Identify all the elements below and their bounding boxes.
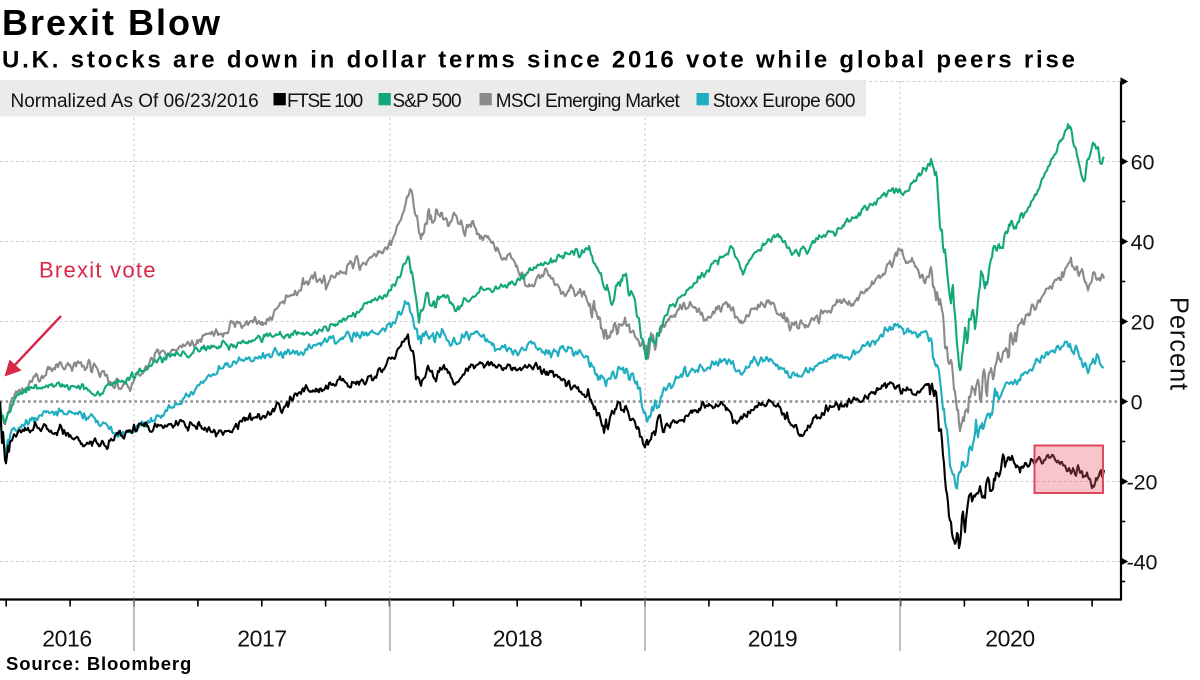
svg-text:U.K. stocks are down in dollar: U.K. stocks are down in dollar terms sin… — [2, 47, 1078, 74]
svg-text:40: 40 — [1131, 231, 1155, 255]
svg-text:0: 0 — [1131, 391, 1143, 415]
svg-text:60: 60 — [1131, 151, 1155, 175]
svg-text:S&P 500: S&P 500 — [393, 91, 462, 112]
svg-text:Stoxx Europe 600: Stoxx Europe 600 — [713, 91, 855, 112]
svg-text:2018: 2018 — [493, 626, 543, 652]
svg-text:-40: -40 — [1127, 551, 1158, 575]
svg-text:Brexit vote: Brexit vote — [39, 258, 157, 283]
svg-text:Source: Bloomberg: Source: Bloomberg — [6, 653, 192, 674]
svg-text:Percent: Percent — [1165, 297, 1193, 391]
svg-text:2020: 2020 — [985, 626, 1035, 652]
svg-text:2019: 2019 — [748, 626, 798, 652]
svg-text:MSCI Emerging Market: MSCI Emerging Market — [496, 91, 681, 112]
svg-text:FTSE 100: FTSE 100 — [287, 91, 363, 112]
svg-text:2017: 2017 — [237, 626, 287, 652]
svg-text:Normalized As Of 06/23/2016: Normalized As Of 06/23/2016 — [11, 91, 259, 112]
svg-text:-20: -20 — [1127, 471, 1158, 495]
svg-text:Brexit Blow: Brexit Blow — [2, 2, 222, 43]
svg-text:20: 20 — [1131, 311, 1155, 335]
svg-text:2016: 2016 — [42, 626, 92, 652]
